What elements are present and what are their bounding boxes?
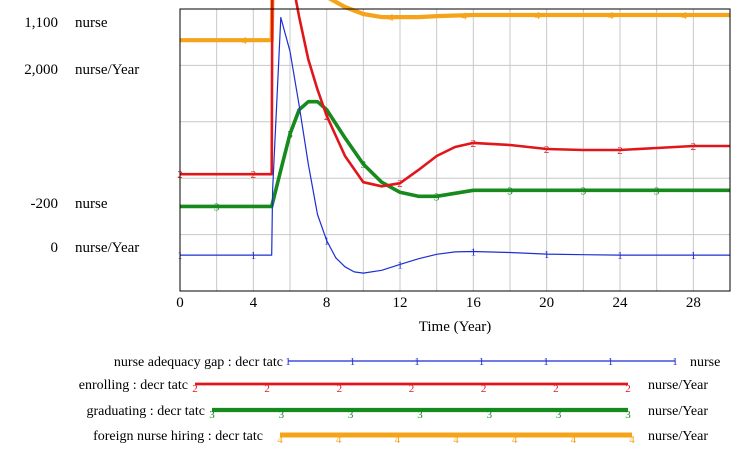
left-axis-unit: nurse bbox=[75, 196, 108, 212]
series-marker: 1 bbox=[471, 247, 477, 259]
x-axis-title: Time (Year) bbox=[419, 319, 492, 335]
left-axis-unit: nurse/Year bbox=[75, 240, 139, 256]
series-marker: 1 bbox=[617, 250, 623, 262]
series-marker: 1 bbox=[544, 249, 550, 261]
legend-unit: nurse/Year bbox=[648, 378, 708, 393]
legend-marker: 1 bbox=[285, 356, 291, 368]
legend-marker: 2 bbox=[264, 383, 270, 395]
x-tick-label: 8 bbox=[323, 295, 331, 311]
legend-marker: 4 bbox=[277, 434, 283, 446]
series-marker: 2 bbox=[251, 169, 257, 181]
x-tick-label: 24 bbox=[613, 295, 629, 311]
x-tick-label: 12 bbox=[393, 295, 408, 311]
legend-series-name: nurse adequacy gap : decr tatc bbox=[114, 355, 283, 370]
legend-marker: 4 bbox=[512, 434, 518, 446]
left-axis-value: 0 bbox=[51, 240, 59, 256]
legend-series-name: enrolling : decr tatc bbox=[79, 378, 188, 393]
legend-marker: 4 bbox=[571, 434, 577, 446]
legend-marker: 3 bbox=[625, 409, 631, 421]
plot-area-frame bbox=[179, 8, 731, 292]
series-marker: 1 bbox=[691, 250, 697, 262]
left-axis-value: 1,100 bbox=[24, 15, 58, 31]
legend-marker: 3 bbox=[348, 409, 354, 421]
legend-marker: 4 bbox=[395, 434, 401, 446]
series-line-4 bbox=[180, 0, 730, 43]
legend-marker: 3 bbox=[417, 409, 423, 421]
series-marker: 3 bbox=[654, 185, 660, 197]
series-marker: 4 bbox=[608, 10, 614, 22]
series-marker: 3 bbox=[287, 129, 293, 141]
series-marker: 1 bbox=[397, 259, 403, 271]
legend-marker: 2 bbox=[409, 383, 415, 395]
legend-marker: 2 bbox=[553, 383, 559, 395]
series-marker: 3 bbox=[214, 201, 220, 213]
series-lines: 444444433333332222222211111111 bbox=[177, 0, 730, 274]
series-line-2 bbox=[180, 0, 730, 188]
grid bbox=[180, 9, 730, 291]
x-axis: Time (Year) 0 4 8 12 16 20 24 28 bbox=[176, 295, 701, 335]
series-line-3 bbox=[180, 99, 730, 209]
series-marker: 4 bbox=[388, 12, 394, 24]
series-marker: 4 bbox=[535, 10, 541, 22]
left-axis-unit: nurse bbox=[75, 15, 108, 31]
series-marker: 4 bbox=[461, 10, 467, 22]
x-tick-label: 0 bbox=[176, 295, 184, 311]
legend-marker: 1 bbox=[479, 356, 485, 368]
legend-marker: 3 bbox=[487, 409, 493, 421]
series-marker: 2 bbox=[471, 138, 477, 150]
legend-marker: 1 bbox=[350, 356, 356, 368]
series-marker: 1 bbox=[324, 236, 330, 248]
legend-marker: 2 bbox=[625, 383, 631, 395]
legend-unit: nurse/Year bbox=[648, 429, 708, 444]
legend-series-name: graduating : decr tatc bbox=[86, 404, 205, 419]
x-tick-label: 4 bbox=[250, 295, 258, 311]
series-marker: 3 bbox=[434, 191, 440, 203]
series-marker: 3 bbox=[507, 185, 513, 197]
legend-marker: 1 bbox=[672, 356, 678, 368]
series-marker: 2 bbox=[617, 145, 623, 157]
series-line-1 bbox=[180, 16, 730, 274]
legend-marker: 4 bbox=[336, 434, 342, 446]
legend-marker: 4 bbox=[453, 434, 459, 446]
legend-marker: 1 bbox=[608, 356, 614, 368]
legend-marker: 3 bbox=[556, 409, 562, 421]
legend-marker: 2 bbox=[481, 383, 487, 395]
series-marker: 4 bbox=[241, 35, 247, 47]
legend-marker: 3 bbox=[279, 409, 285, 421]
legend-marker: 3 bbox=[209, 409, 215, 421]
series-marker: 2 bbox=[324, 111, 330, 123]
legend: nurse adequacy gap : decr tatc 1 1 1 1 1 1 1 nur… bbox=[79, 355, 721, 446]
legend-series-name: foreign nurse hiring : decr tatc bbox=[93, 429, 263, 444]
left-axis-value: -200 bbox=[31, 196, 59, 212]
legend-marker: 1 bbox=[543, 356, 549, 368]
legend-marker: 2 bbox=[337, 383, 343, 395]
x-tick-label: 28 bbox=[686, 295, 701, 311]
series-marker: 2 bbox=[691, 141, 697, 153]
legend-unit: nurse bbox=[690, 355, 720, 370]
legend-marker: 1 bbox=[414, 356, 420, 368]
left-axis-unit: nurse/Year bbox=[75, 62, 139, 78]
series-marker: 4 bbox=[681, 10, 687, 22]
left-axis-labels: 1,100 nurse 2,000 nurse/Year -200 nurse 0 nurse… bbox=[24, 15, 139, 256]
legend-marker: 4 bbox=[629, 434, 635, 446]
left-axis-value: 2,000 bbox=[24, 62, 58, 78]
x-tick-label: 20 bbox=[539, 295, 554, 311]
series-marker: 3 bbox=[361, 159, 367, 171]
series-marker: 2 bbox=[397, 178, 403, 190]
legend-marker: 2 bbox=[192, 383, 198, 395]
legend-unit: nurse/Year bbox=[648, 404, 708, 419]
series-marker: 2 bbox=[544, 144, 550, 156]
series-marker: 3 bbox=[581, 185, 587, 197]
x-tick-label: 16 bbox=[466, 295, 482, 311]
series-marker: 1 bbox=[251, 250, 257, 262]
